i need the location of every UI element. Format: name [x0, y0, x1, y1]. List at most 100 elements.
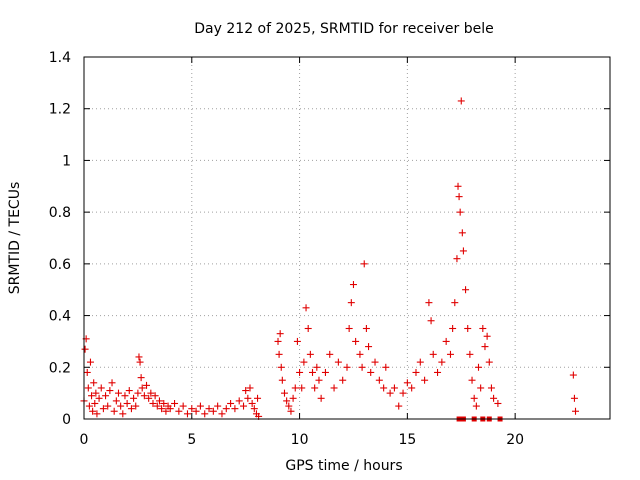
x-tick-label: 10 — [291, 432, 309, 448]
data-point — [289, 394, 297, 402]
data-point — [352, 337, 360, 345]
data-point — [254, 394, 262, 402]
data-point — [280, 389, 288, 397]
data-point — [83, 368, 91, 376]
data-point — [183, 410, 191, 418]
data-point — [382, 363, 390, 371]
data-point — [454, 182, 462, 190]
data-point — [92, 389, 100, 397]
data-point — [179, 402, 187, 410]
data-point — [192, 407, 200, 415]
data-point — [277, 363, 285, 371]
data-point — [155, 397, 163, 405]
y-tick-label: 0 — [62, 412, 71, 428]
data-point — [487, 384, 495, 392]
data-point — [117, 402, 125, 410]
data-point — [134, 389, 142, 397]
data-point — [442, 337, 450, 345]
data-point — [123, 399, 131, 407]
data-point — [477, 384, 485, 392]
data-point — [570, 394, 578, 402]
data-point — [95, 394, 103, 402]
data-point — [472, 402, 480, 410]
data-point — [227, 399, 235, 407]
data-point — [429, 350, 437, 358]
data-point — [140, 392, 148, 400]
data-point — [485, 358, 493, 366]
data-point — [114, 389, 122, 397]
data-point — [291, 384, 299, 392]
data-point — [244, 394, 252, 402]
data-point — [201, 410, 209, 418]
data-point — [302, 304, 310, 312]
data-point — [106, 387, 114, 395]
data-point — [274, 337, 282, 345]
data-point — [330, 384, 338, 392]
data-point — [466, 350, 474, 358]
data-point — [468, 376, 476, 384]
data-point — [412, 368, 420, 376]
data-point — [90, 379, 98, 387]
data-point — [137, 374, 145, 382]
data-point — [309, 368, 317, 376]
data-point — [160, 399, 168, 407]
data-point — [110, 407, 118, 415]
data-point — [102, 392, 110, 400]
data-point — [132, 402, 140, 410]
data-point — [453, 255, 461, 263]
y-tick-label: 0.2 — [49, 360, 71, 376]
x-tick-label: 0 — [80, 432, 89, 448]
x-tick-label: 15 — [398, 432, 416, 448]
data-point — [287, 407, 295, 415]
data-point — [345, 325, 353, 332]
data-point — [112, 397, 120, 405]
data-point — [311, 384, 319, 392]
data-point — [470, 394, 478, 402]
data-point — [490, 394, 498, 402]
data-point — [91, 399, 99, 407]
plot-frame — [83, 56, 611, 420]
data-point — [209, 407, 217, 415]
data-point — [275, 350, 283, 358]
data-point — [569, 371, 577, 379]
data-point — [135, 353, 143, 361]
data-point — [93, 410, 101, 418]
data-point — [158, 405, 166, 413]
data-point — [494, 399, 502, 407]
data-point — [196, 402, 204, 410]
data-point — [475, 363, 482, 371]
y-axis-label: SRMTID / TECUs — [7, 182, 23, 295]
data-point — [479, 325, 487, 332]
data-point — [248, 399, 256, 407]
y-tick-label: 0.6 — [49, 257, 71, 273]
x-axis-label: GPS time / hours — [285, 458, 402, 474]
data-point — [304, 325, 312, 332]
data-point — [240, 402, 248, 410]
data-point — [434, 368, 442, 376]
data-point — [97, 384, 105, 392]
data-point — [481, 343, 489, 351]
data-point — [315, 376, 323, 384]
data-point — [395, 402, 403, 410]
data-point — [425, 299, 433, 307]
y-tick-label: 1 — [62, 153, 71, 169]
data-point — [427, 317, 435, 325]
data-point — [399, 389, 407, 397]
data-point — [188, 405, 196, 413]
data-point — [360, 260, 368, 268]
data-point — [143, 381, 151, 389]
data-point — [459, 247, 467, 255]
data-point — [99, 405, 107, 413]
data-point — [214, 402, 222, 410]
data-point — [408, 384, 416, 392]
data-point — [349, 281, 357, 289]
y-tick-label: 1.2 — [49, 102, 71, 118]
data-point — [149, 399, 157, 407]
data-point — [147, 389, 155, 397]
data-point — [145, 394, 153, 402]
y-tick-label: 0.8 — [49, 205, 71, 221]
data-point — [334, 358, 342, 366]
data-point — [371, 358, 379, 366]
data-point — [127, 405, 135, 413]
